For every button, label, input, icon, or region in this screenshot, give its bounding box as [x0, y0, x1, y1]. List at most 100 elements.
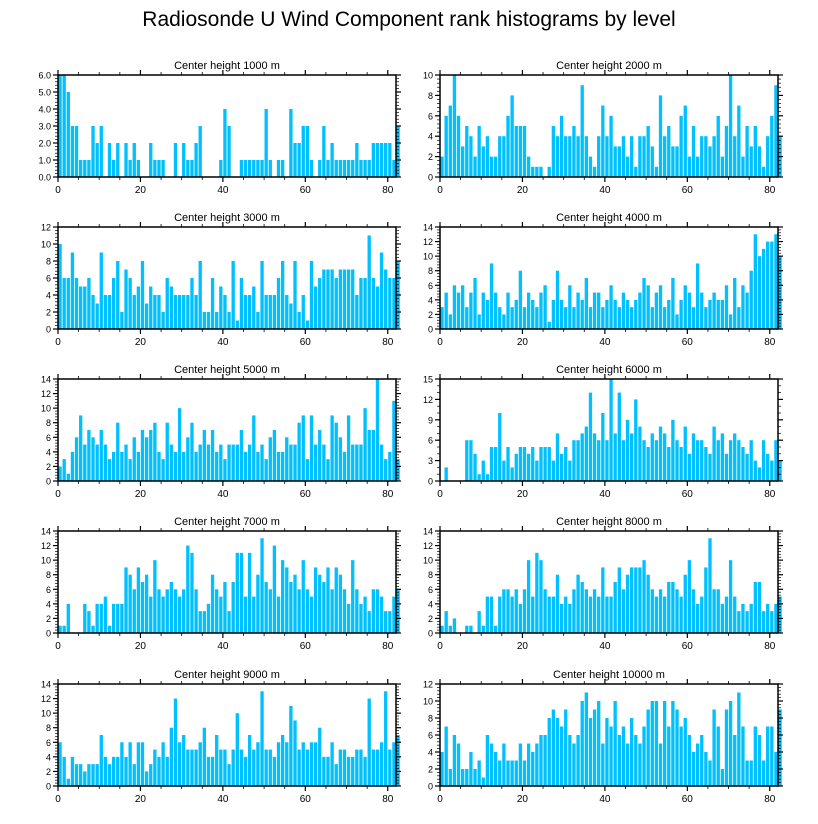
- y-tick-label: 14: [423, 223, 433, 233]
- histogram-bar: [617, 146, 621, 177]
- histogram-bar: [728, 314, 733, 329]
- y-tick-label: 6: [428, 111, 433, 121]
- histogram-bar: [91, 295, 95, 329]
- panel-title: Center height 6000 m: [556, 364, 662, 376]
- histogram-bar: [444, 292, 448, 329]
- histogram-bar: [157, 451, 161, 481]
- histogram-bar: [169, 727, 174, 786]
- histogram-bar: [260, 444, 264, 481]
- histogram-bar: [289, 109, 293, 177]
- histogram-bar: [297, 312, 301, 329]
- histogram-bar: [396, 459, 400, 481]
- histogram-bar: [215, 312, 219, 329]
- histogram-bar: [66, 92, 70, 177]
- x-tick-label: 60: [300, 641, 312, 652]
- histogram-bar: [153, 749, 157, 786]
- panel-title: Center height 9000 m: [174, 669, 280, 681]
- histogram-bar: [654, 440, 659, 481]
- histogram-bar: [634, 735, 638, 786]
- histogram-bar: [675, 589, 679, 633]
- histogram-bar: [469, 440, 473, 481]
- histogram-bar: [223, 582, 227, 633]
- y-tick-label: 10: [423, 71, 433, 81]
- histogram-bar: [461, 146, 465, 177]
- histogram-bar: [289, 582, 293, 633]
- histogram-bar: [363, 160, 367, 177]
- histogram-bar: [518, 270, 523, 329]
- x-tick-label: 0: [55, 185, 61, 196]
- histogram-bar: [392, 596, 396, 633]
- histogram-bar: [264, 582, 268, 633]
- histogram-bar: [766, 726, 770, 786]
- histogram-bar: [469, 625, 473, 633]
- histogram-bar: [301, 126, 305, 177]
- histogram-bar: [128, 574, 132, 633]
- histogram-bar: [601, 105, 605, 177]
- histogram-bar: [289, 705, 293, 786]
- histogram-bar: [359, 749, 363, 786]
- histogram-bar: [384, 611, 388, 633]
- y-tick-label: 0: [428, 173, 433, 183]
- y-tick-label: 12: [423, 395, 433, 405]
- histogram-bar: [605, 718, 609, 786]
- histogram-bar: [691, 589, 696, 633]
- histogram-bar: [210, 756, 215, 786]
- histogram-bar: [576, 292, 580, 329]
- panel-title: Center height 10000 m: [553, 669, 665, 681]
- histogram-bar: [621, 292, 626, 329]
- histogram-bar: [555, 574, 560, 633]
- histogram-bar: [634, 399, 638, 481]
- histogram-bar: [182, 589, 186, 633]
- histogram-bar: [326, 756, 330, 786]
- histogram-bar: [190, 422, 194, 481]
- histogram-bar: [198, 126, 202, 177]
- histogram-bar: [592, 292, 597, 329]
- histogram-bar: [555, 718, 560, 786]
- histogram-bar: [239, 552, 244, 633]
- histogram-bar: [87, 611, 91, 633]
- histogram-bar: [248, 735, 252, 786]
- histogram-bar: [642, 278, 646, 329]
- histogram-bar: [305, 589, 310, 633]
- histogram-bar: [716, 115, 720, 177]
- histogram-bar: [318, 160, 322, 177]
- histogram-bar: [268, 295, 272, 329]
- histogram-bar: [712, 136, 716, 177]
- histogram-bar: [493, 752, 498, 786]
- histogram-bar: [733, 735, 737, 786]
- histogram-bar: [190, 749, 194, 786]
- histogram-bar: [338, 437, 343, 481]
- histogram-bar: [522, 126, 527, 177]
- histogram-bar: [322, 269, 326, 329]
- histogram-bar: [638, 743, 642, 786]
- histogram-bar: [231, 582, 235, 633]
- histogram-bar: [506, 447, 510, 481]
- histogram-bar: [481, 146, 485, 177]
- histogram-bar: [493, 625, 498, 633]
- histogram-bar: [99, 430, 103, 481]
- histogram-bar: [588, 718, 593, 786]
- histogram-bar: [248, 295, 252, 329]
- histogram-bar: [74, 126, 79, 177]
- histogram-bar: [683, 426, 687, 481]
- histogram-bar: [149, 764, 153, 786]
- histogram-bar: [588, 307, 593, 329]
- y-tick-label: 10: [41, 404, 51, 414]
- histogram-bar: [396, 589, 400, 633]
- y-tick-label: 6: [428, 585, 433, 595]
- histogram-bar: [737, 692, 741, 786]
- histogram-bar: [285, 437, 289, 481]
- histogram-bar: [580, 299, 584, 329]
- histogram-bar: [384, 459, 388, 481]
- histogram-bar: [605, 596, 609, 633]
- x-tick-label: 0: [437, 337, 443, 348]
- histogram-bar: [691, 307, 696, 329]
- histogram-bar: [642, 560, 646, 633]
- histogram-bar: [448, 314, 452, 329]
- y-tick-label: 4: [428, 295, 433, 305]
- histogram-bar: [206, 756, 211, 786]
- histogram-bar: [555, 270, 560, 329]
- x-tick-label: 80: [382, 337, 394, 348]
- histogram-bar: [547, 166, 551, 177]
- x-tick-label: 60: [682, 337, 694, 348]
